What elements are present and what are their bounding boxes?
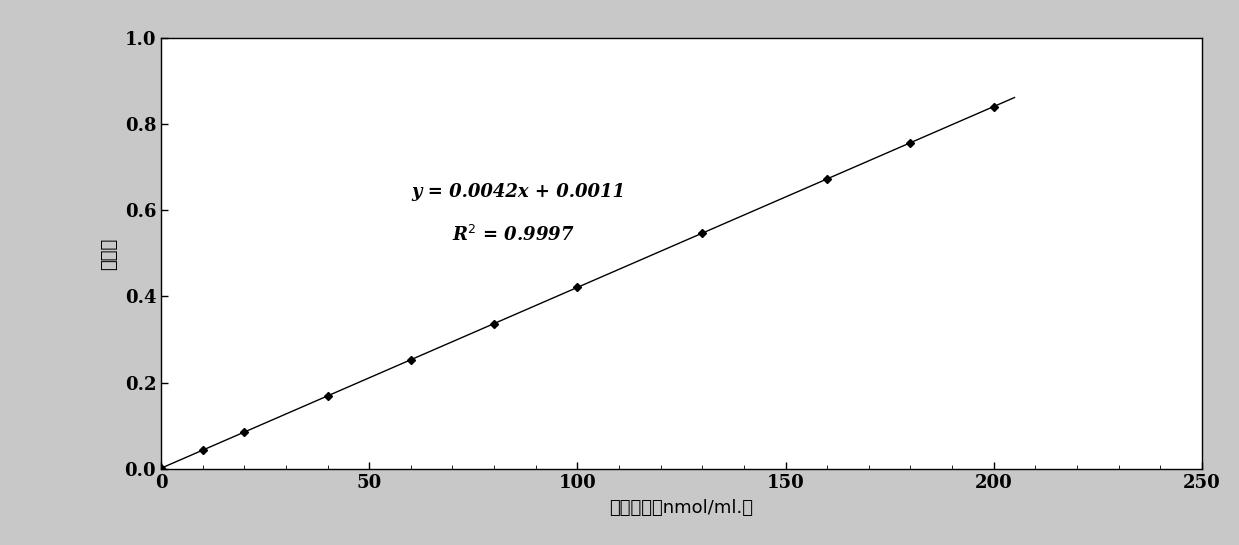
- Text: R$^2$ = 0.9997: R$^2$ = 0.9997: [452, 225, 575, 245]
- X-axis label: 木糖浓度（nmol/ml.）: 木糖浓度（nmol/ml.）: [610, 499, 753, 517]
- Text: y = 0.0042x + 0.0011: y = 0.0042x + 0.0011: [411, 184, 624, 202]
- Y-axis label: 吸光度: 吸光度: [99, 237, 118, 270]
